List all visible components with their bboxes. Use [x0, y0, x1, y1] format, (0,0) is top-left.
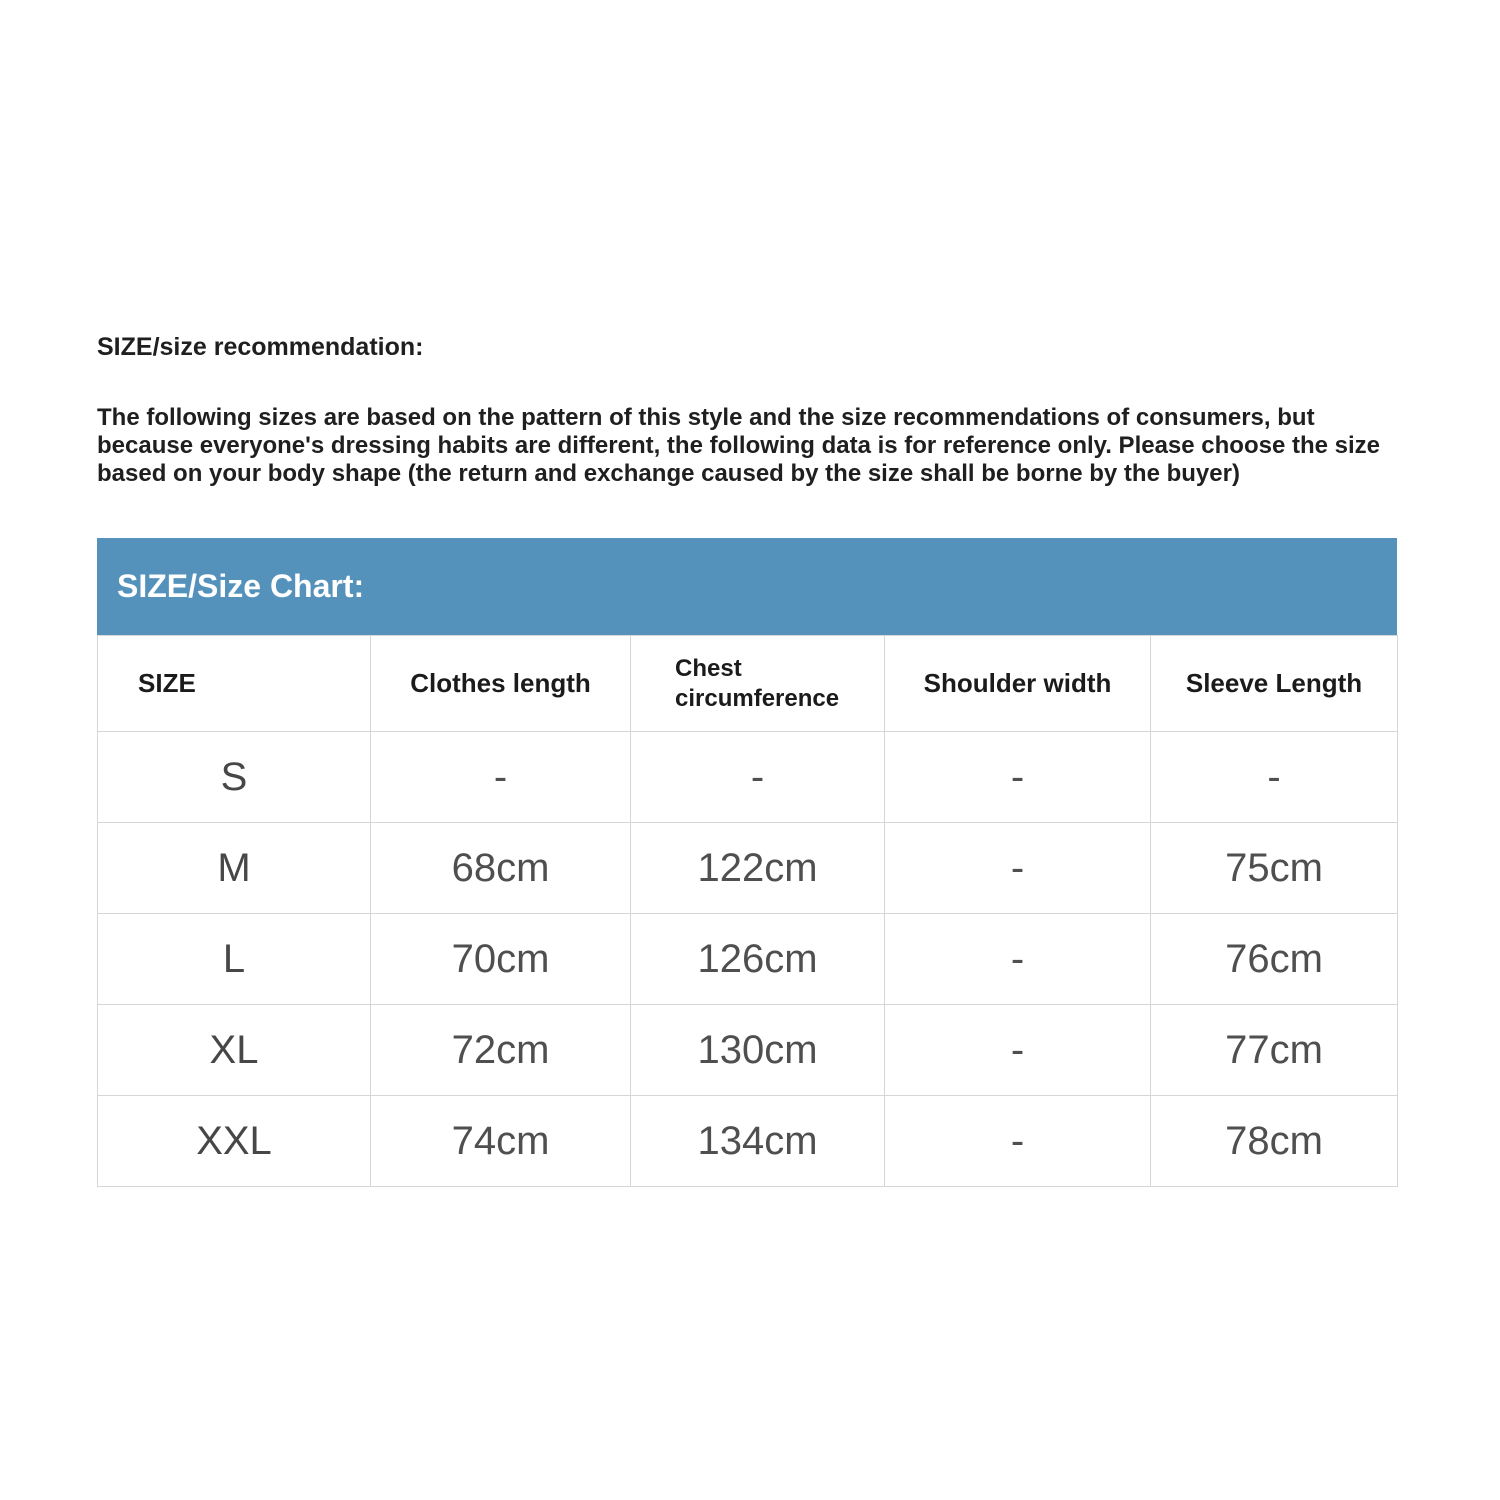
chest-circumference-cell: 134cm [630, 1095, 885, 1187]
column-header-size: SIZE [97, 635, 371, 732]
size-chart-title-bar: SIZE/Size Chart: [97, 538, 1397, 635]
table-row-xxl: XXL 74cm 134cm - 78cm [97, 1095, 1398, 1187]
chest-circumference-cell: 130cm [630, 1004, 885, 1096]
sleeve-length-cell: - [1150, 731, 1398, 823]
shoulder-width-cell: - [884, 1004, 1151, 1096]
size-recommendation-heading: SIZE/size recommendation: [97, 333, 424, 361]
shoulder-width-cell: - [884, 1095, 1151, 1187]
size-cell: XXL [97, 1095, 371, 1187]
chest-circumference-cell: - [630, 731, 885, 823]
clothes-length-cell: 68cm [370, 822, 631, 914]
clothes-length-cell: - [370, 731, 631, 823]
table-row-l: L 70cm 126cm - 76cm [97, 913, 1398, 1005]
size-cell: L [97, 913, 371, 1005]
table-row-m: M 68cm 122cm - 75cm [97, 822, 1398, 914]
content-column: SIZE/size recommendation: The following … [97, 0, 1398, 1187]
sleeve-length-cell: 76cm [1150, 913, 1398, 1005]
shoulder-width-cell: - [884, 913, 1151, 1005]
clothes-length-cell: 72cm [370, 1004, 631, 1096]
table-header-row: SIZE Clothes length Chest circumference … [97, 635, 1398, 732]
column-header-chest-circumference: Chest circumference [630, 635, 885, 732]
column-header-clothes-length: Clothes length [370, 635, 631, 732]
shoulder-width-cell: - [884, 822, 1151, 914]
size-cell: S [97, 731, 371, 823]
table-row-xl: XL 72cm 130cm - 77cm [97, 1004, 1398, 1096]
table-row-s: S - - - - [97, 731, 1398, 823]
size-cell: XL [97, 1004, 371, 1096]
chest-circumference-cell: 122cm [630, 822, 885, 914]
size-cell: M [97, 822, 371, 914]
clothes-length-cell: 74cm [370, 1095, 631, 1187]
sleeve-length-cell: 77cm [1150, 1004, 1398, 1096]
column-header-sleeve-length: Sleeve Length [1150, 635, 1398, 732]
size-chart-table: SIZE Clothes length Chest circumference … [97, 635, 1398, 1187]
chest-circumference-cell: 126cm [630, 913, 885, 1005]
shoulder-width-cell: - [884, 731, 1151, 823]
size-recommendation-paragraph: The following sizes are based on the pat… [97, 404, 1381, 487]
size-chart-title: SIZE/Size Chart: [117, 568, 365, 604]
sleeve-length-cell: 75cm [1150, 822, 1398, 914]
clothes-length-cell: 70cm [370, 913, 631, 1005]
column-header-shoulder-width: Shoulder width [884, 635, 1151, 732]
sleeve-length-cell: 78cm [1150, 1095, 1398, 1187]
